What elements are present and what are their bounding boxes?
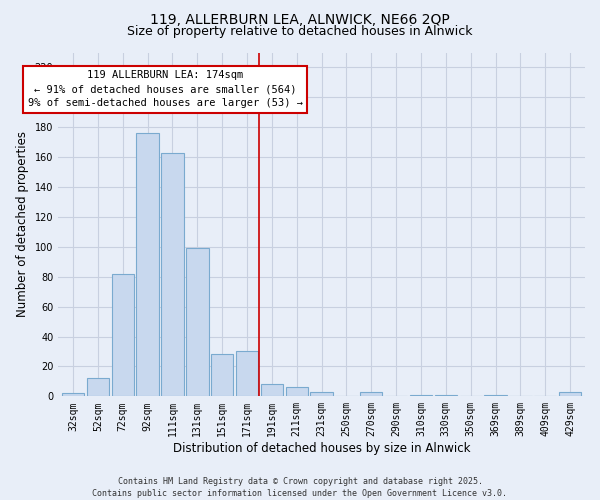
Bar bbox=[286, 388, 308, 396]
Bar bbox=[186, 248, 209, 396]
Y-axis label: Number of detached properties: Number of detached properties bbox=[16, 132, 29, 318]
Bar bbox=[161, 152, 184, 396]
Bar bbox=[434, 395, 457, 396]
Bar bbox=[310, 392, 333, 396]
Text: Contains HM Land Registry data © Crown copyright and database right 2025.
Contai: Contains HM Land Registry data © Crown c… bbox=[92, 476, 508, 498]
Bar bbox=[360, 392, 382, 396]
Bar bbox=[87, 378, 109, 396]
Bar bbox=[211, 354, 233, 397]
Bar bbox=[236, 352, 258, 397]
Bar bbox=[112, 274, 134, 396]
Bar bbox=[62, 394, 84, 396]
Bar bbox=[410, 395, 432, 396]
Bar bbox=[136, 133, 159, 396]
Bar bbox=[484, 395, 507, 396]
Text: Size of property relative to detached houses in Alnwick: Size of property relative to detached ho… bbox=[127, 25, 473, 38]
X-axis label: Distribution of detached houses by size in Alnwick: Distribution of detached houses by size … bbox=[173, 442, 470, 455]
Text: 119, ALLERBURN LEA, ALNWICK, NE66 2QP: 119, ALLERBURN LEA, ALNWICK, NE66 2QP bbox=[150, 12, 450, 26]
Bar bbox=[559, 392, 581, 396]
Text: 119 ALLERBURN LEA: 174sqm
← 91% of detached houses are smaller (564)
9% of semi-: 119 ALLERBURN LEA: 174sqm ← 91% of detac… bbox=[28, 70, 302, 108]
Bar bbox=[261, 384, 283, 396]
